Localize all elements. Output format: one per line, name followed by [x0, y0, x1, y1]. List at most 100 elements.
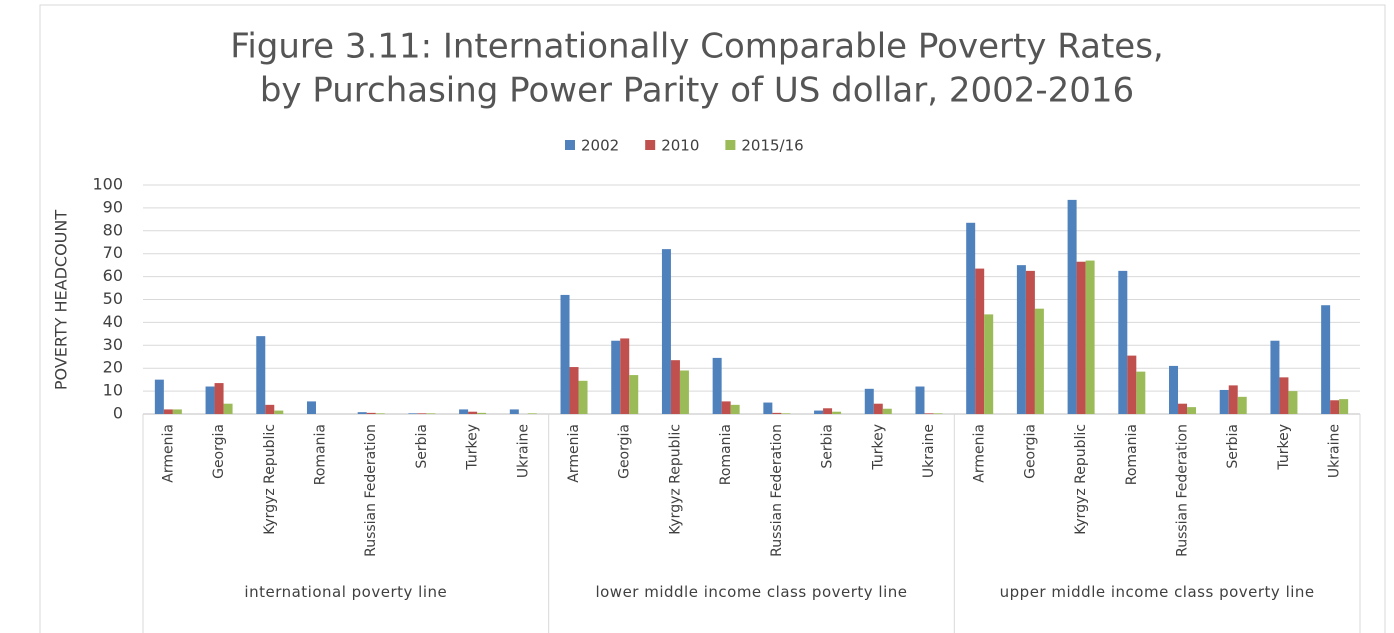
- bar: [882, 408, 892, 414]
- bar: [832, 411, 842, 414]
- y-tick-label: 40: [103, 312, 123, 331]
- x-tick-label: Ukraine: [515, 424, 531, 478]
- x-tick-label: Serbia: [1225, 424, 1241, 469]
- bar: [1228, 385, 1238, 414]
- bar: [1279, 377, 1289, 414]
- bar: [154, 379, 164, 414]
- group-label: international poverty line: [244, 583, 448, 601]
- bar: [1025, 270, 1035, 414]
- y-tick-label: 20: [103, 358, 123, 377]
- bar: [265, 404, 275, 414]
- bar: [459, 409, 469, 414]
- legend-swatch: [565, 140, 575, 150]
- bar: [1169, 365, 1179, 414]
- bar: [823, 408, 833, 414]
- y-tick-label: 50: [103, 289, 123, 308]
- bar: [1136, 371, 1146, 414]
- legend-label: 2015/16: [741, 137, 803, 155]
- y-tick-label: 70: [103, 243, 123, 262]
- bar: [1187, 407, 1197, 414]
- y-axis-label: POVERTY HEADCOUNT: [52, 210, 71, 390]
- bar: [509, 409, 519, 414]
- group-label-box: lower middle income class poverty line: [595, 583, 908, 601]
- y-tick-label: 0: [113, 404, 123, 423]
- bar: [163, 409, 173, 414]
- bar: [426, 413, 436, 414]
- x-tick-label: Kyrgyz Republic: [667, 424, 683, 535]
- x-tick-label: Romania: [1124, 424, 1140, 485]
- group-label-box: upper middle income class poverty line: [999, 583, 1315, 601]
- bar: [357, 412, 367, 414]
- chart-frame: [39, 4, 1386, 633]
- x-tick-label: Russian Federation: [1175, 424, 1191, 557]
- bar: [873, 403, 883, 414]
- bar: [620, 338, 630, 414]
- bar: [661, 249, 671, 414]
- bar: [1085, 260, 1095, 414]
- x-tick-label: Armenia: [972, 424, 988, 483]
- legend-label: 2002: [581, 137, 619, 155]
- group-label-box: international poverty line: [244, 583, 448, 601]
- bar: [477, 412, 487, 414]
- y-tick-label: 80: [103, 220, 123, 239]
- bar: [214, 383, 224, 414]
- bar: [1034, 308, 1044, 414]
- bar: [1016, 265, 1026, 414]
- x-tick-label: Serbia: [414, 424, 430, 469]
- bar: [408, 413, 418, 414]
- legend-swatch: [645, 140, 656, 150]
- x-tick-label: Georgia: [211, 424, 227, 479]
- bar: [274, 410, 284, 414]
- x-tick-label: Ukraine: [1327, 424, 1343, 478]
- bar: [975, 268, 985, 414]
- bar: [205, 386, 215, 414]
- bar: [763, 402, 773, 414]
- bar: [578, 380, 588, 414]
- bar: [306, 401, 316, 414]
- bar: [781, 413, 791, 414]
- bar: [984, 314, 994, 414]
- x-tick-label: Georgia: [1022, 424, 1038, 479]
- x-tick-label: Turkey: [870, 424, 886, 471]
- bar: [1219, 389, 1229, 414]
- bar: [417, 413, 427, 414]
- x-tick-label: Turkey: [465, 424, 481, 471]
- x-tick-label: Armenia: [566, 424, 582, 483]
- x-tick-label: Serbia: [820, 424, 836, 469]
- bar: [772, 412, 782, 414]
- bar: [1288, 391, 1298, 414]
- bar: [864, 388, 874, 414]
- bar: [527, 413, 537, 414]
- x-tick-label: Kyrgyz Republic: [262, 424, 278, 535]
- bar: [712, 357, 722, 414]
- bar: [1076, 261, 1086, 414]
- bar: [730, 404, 740, 414]
- bar: [468, 411, 478, 414]
- group-label: upper middle income class poverty line: [999, 583, 1315, 601]
- y-tick-label: 60: [103, 266, 123, 285]
- bar: [611, 340, 621, 414]
- x-tick-label: Kyrgyz Republic: [1073, 424, 1089, 535]
- bar: [1118, 270, 1128, 414]
- bar: [375, 413, 385, 414]
- bar: [814, 410, 824, 414]
- bar: [1270, 340, 1280, 414]
- y-tick-label: 10: [103, 381, 123, 400]
- y-tick-label: 30: [103, 335, 123, 354]
- bar: [1321, 305, 1331, 414]
- bar: [569, 367, 579, 414]
- bar: [1067, 199, 1077, 414]
- x-tick-label: Russian Federation: [769, 424, 785, 557]
- chart-title-line: by Purchasing Power Parity of US dollar,…: [260, 71, 1134, 111]
- legend-label: 2010: [661, 137, 699, 155]
- group-label: lower middle income class poverty line: [595, 583, 908, 601]
- bar: [1339, 399, 1349, 414]
- bar: [172, 409, 182, 414]
- bar: [1127, 355, 1137, 414]
- y-tick-label: 100: [92, 175, 123, 194]
- bar: [366, 412, 376, 414]
- x-tick-label: Romania: [718, 424, 734, 485]
- bar: [560, 294, 570, 414]
- bar: [1237, 396, 1247, 414]
- bar: [915, 386, 925, 414]
